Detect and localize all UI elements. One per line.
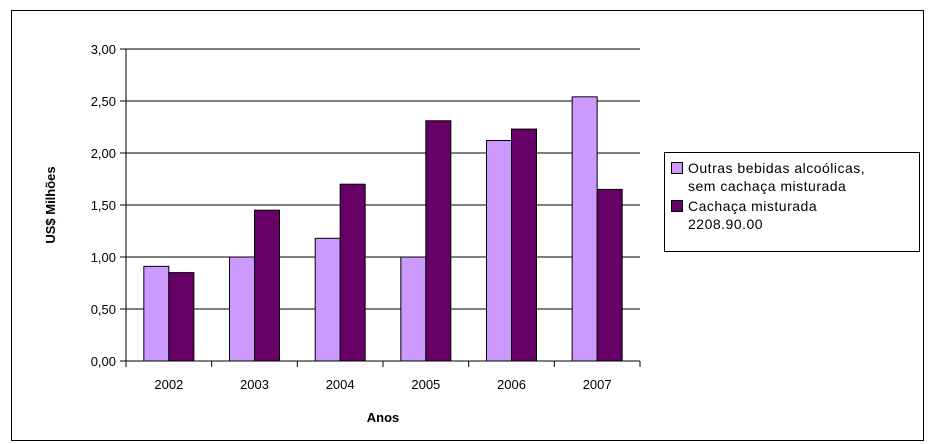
bar-outras-bebidas-2004 xyxy=(314,237,341,362)
bar-cachaca-misturada-2005 xyxy=(425,120,452,362)
legend-item-series-2: Cachaça misturada 2208.90.00 xyxy=(671,197,913,233)
y-tick-label: 1,50 xyxy=(91,198,116,213)
y-tick-label: 0,50 xyxy=(91,302,116,317)
legend-label-series-2: Cachaça misturada 2208.90.00 xyxy=(688,198,818,232)
x-tick-label: 2006 xyxy=(497,377,526,392)
legend: Outras bebidas alcoólicas, sem cachaça m… xyxy=(664,152,920,252)
axes: 0,00 0,50 1,00 1,50 2,00 2,50 3,00 2002 2003 2004… xyxy=(91,42,641,392)
bar-outras-bebidas-2005 xyxy=(400,256,427,362)
bar-outras-bebidas-2003 xyxy=(229,256,255,362)
legend-swatch-series-1 xyxy=(671,162,683,174)
gridlines xyxy=(126,48,640,310)
bar-cachaca-misturada-2004 xyxy=(339,183,366,362)
legend-swatch-series-2 xyxy=(671,200,683,212)
x-tick-label: 2003 xyxy=(240,377,269,392)
bar-outras-bebidas-2007 xyxy=(571,96,598,362)
legend-item-series-1: Outras bebidas alcoólicas, sem cachaça m… xyxy=(671,159,913,195)
y-tick-label: 0,00 xyxy=(91,354,116,369)
x-tick-label: 2007 xyxy=(583,377,612,392)
y-tick-label: 2,00 xyxy=(91,146,116,161)
y-axis-title: US$ Milhões xyxy=(43,166,58,243)
y-tick-label: 2,50 xyxy=(91,94,116,109)
bar-cachaca-misturada-2003 xyxy=(254,209,280,362)
bar-outras-bebidas-2006 xyxy=(486,140,512,362)
y-tick-label: 1,00 xyxy=(91,250,116,265)
bar-cachaca-misturada-2007 xyxy=(596,188,623,362)
x-axis-title: Anos xyxy=(367,410,400,425)
bar-cachaca-misturada-2002 xyxy=(168,272,195,362)
x-tick-label: 2002 xyxy=(154,377,183,392)
x-tick-label: 2004 xyxy=(326,377,355,392)
y-tick-label: 3,00 xyxy=(91,42,116,57)
legend-label-series-1: Outras bebidas alcoólicas, sem cachaça m… xyxy=(688,160,866,194)
bar-cachaca-misturada-2006 xyxy=(511,128,537,362)
bars xyxy=(143,96,623,362)
x-tick-label: 2005 xyxy=(411,377,440,392)
bar-outras-bebidas-2002 xyxy=(143,265,170,362)
